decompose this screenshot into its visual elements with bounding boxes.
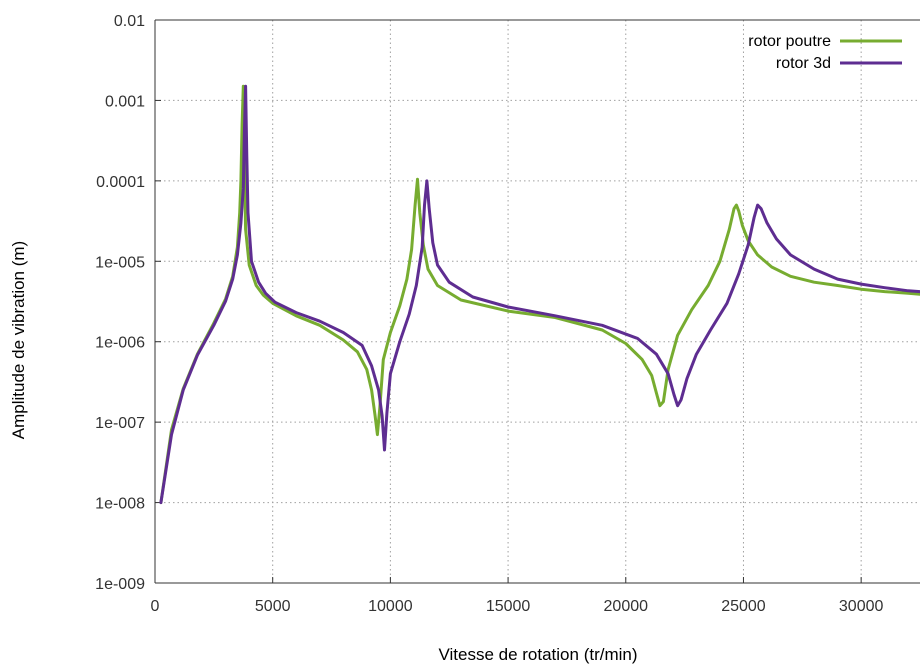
x-tick-label: 0 <box>151 598 160 615</box>
legend-label-rotor-3d: rotor 3d <box>776 55 831 72</box>
chart-axes <box>154 19 920 584</box>
x-axis-title: Vitesse de rotation (tr/min) <box>438 645 637 664</box>
x-tick-label: 15000 <box>486 598 531 615</box>
x-tick-label: 20000 <box>604 598 649 615</box>
legend-label-rotor-poutre: rotor poutre <box>748 33 831 50</box>
x-tick-label: 10000 <box>368 598 413 615</box>
y-tick-label: 1e-007 <box>95 415 145 432</box>
series-line-rotor-poutre <box>159 84 920 505</box>
y-tick-label: 0.001 <box>105 93 145 110</box>
y-tick-label: 1e-006 <box>95 335 145 352</box>
chart-legend: rotor poutre rotor 3d <box>748 33 902 72</box>
series-line-rotor-3d <box>159 84 920 505</box>
y-axis-ticks: 1e-009 1e-008 1e-007 1e-006 1e-005 0.0001 0.00… <box>95 13 145 593</box>
x-tick-label: 30000 <box>839 598 884 615</box>
y-axis-title: Amplitude de vibration (m) <box>9 241 28 439</box>
x-axis-ticks: 0 5000 10000 15000 20000 25000 30000 <box>151 598 884 615</box>
x-tick-label: 25000 <box>721 598 766 615</box>
series-lines <box>159 84 920 505</box>
y-tick-label: 1e-008 <box>95 496 145 513</box>
x-tick-label: 5000 <box>255 598 291 615</box>
y-tick-label: 0.0001 <box>96 174 145 191</box>
y-tick-label: 0.01 <box>114 13 145 30</box>
y-tick-label: 1e-005 <box>95 254 145 271</box>
y-tick-label: 1e-009 <box>95 576 145 593</box>
